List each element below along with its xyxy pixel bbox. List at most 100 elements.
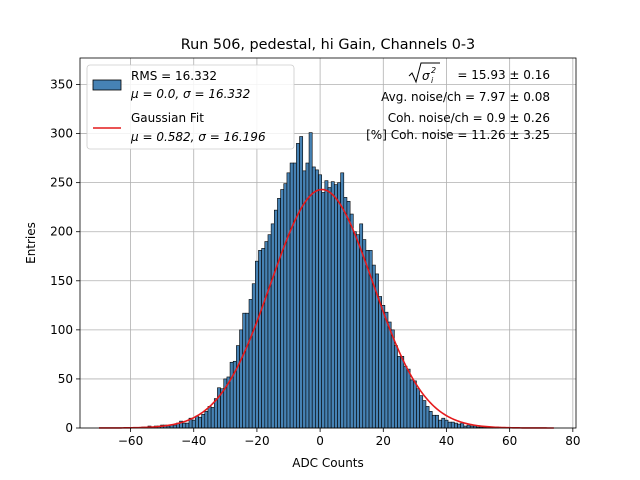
histogram-bar xyxy=(207,406,212,429)
histogram-bar xyxy=(428,411,433,429)
histogram-bar xyxy=(236,345,240,429)
histogram-bar xyxy=(289,162,294,429)
histogram-bar xyxy=(409,379,414,429)
svg-text:2: 2 xyxy=(431,66,436,75)
x-tick-label: 60 xyxy=(502,434,517,448)
histogram-bar xyxy=(239,329,244,429)
histogram-bar xyxy=(280,189,285,429)
histogram-bar xyxy=(283,183,288,429)
histogram-bar xyxy=(349,213,354,429)
y-axis-label: Entries xyxy=(24,222,38,264)
histogram-bar xyxy=(261,248,266,429)
x-tick-label: −20 xyxy=(244,434,269,448)
histogram-bar xyxy=(258,250,262,429)
histogram-bar xyxy=(286,172,291,429)
svg-text:i: i xyxy=(431,76,434,85)
histogram-bar xyxy=(198,416,202,429)
x-tick-label: −40 xyxy=(181,434,206,448)
histogram-bar xyxy=(441,417,446,429)
histogram-bar xyxy=(229,361,234,429)
histogram-bar xyxy=(466,424,471,429)
histogram-bar xyxy=(201,413,206,429)
histogram-bar xyxy=(435,414,439,429)
histogram-bar xyxy=(270,223,275,429)
histogram-bar xyxy=(412,380,417,429)
annotation-coh-noise-percent: [%] Coh. noise = 11.26 ± 3.25 xyxy=(366,128,550,142)
legend-histogram-label: RMS = 16.332 xyxy=(131,69,217,83)
histogram-bar xyxy=(406,368,411,429)
legend: RMS = 16.332 μ = 0.0, σ = 16.332 Gaussia… xyxy=(86,64,295,150)
legend-fit-stats: μ = 0.582, σ = 16.196 xyxy=(130,130,266,144)
histogram-bar xyxy=(438,419,443,429)
x-tick-label: −60 xyxy=(118,434,143,448)
histogram-bar xyxy=(204,411,209,429)
histogram-bar xyxy=(425,406,430,429)
histogram-bar xyxy=(248,299,253,429)
histogram-bar xyxy=(346,200,351,429)
legend-histogram-stats: μ = 0.0, σ = 16.332 xyxy=(130,87,250,101)
y-tick-label: 200 xyxy=(50,225,73,239)
histogram-bar xyxy=(267,234,272,429)
histogram-bar xyxy=(251,283,256,429)
histogram-bar xyxy=(292,162,297,429)
histogram-bar xyxy=(419,395,424,429)
histogram-bar xyxy=(315,169,319,429)
annotation-coh-noise: Coh. noise/ch = 0.9 ± 0.26 xyxy=(388,111,550,125)
histogram-bar xyxy=(296,143,300,429)
histogram-bar xyxy=(365,250,370,429)
histogram-bar xyxy=(255,260,259,429)
histogram-bar xyxy=(210,407,215,429)
histogram-bar xyxy=(352,231,357,429)
histogram-bar xyxy=(362,239,367,429)
histogram-bar xyxy=(299,136,304,429)
x-axis-label: ADC Counts xyxy=(292,456,364,470)
chart-title: Run 506, pedestal, hi Gain, Channels 0-3 xyxy=(181,37,475,53)
histogram-bar xyxy=(308,132,313,429)
histogram-bar xyxy=(450,421,455,429)
svg-text:σ: σ xyxy=(422,69,430,83)
histogram-bar xyxy=(327,187,332,429)
legend-fit-label: Gaussian Fit xyxy=(131,111,204,125)
histogram-bar xyxy=(311,166,316,429)
legend-box xyxy=(86,64,295,150)
histogram-bar xyxy=(400,356,405,429)
histogram-bar xyxy=(394,345,398,429)
legend-histogram-swatch xyxy=(92,79,122,91)
y-tick-label: 350 xyxy=(50,77,73,91)
histogram-bar xyxy=(457,423,461,429)
histogram-bar xyxy=(460,422,465,429)
histogram-bar xyxy=(390,329,395,429)
histogram-bars xyxy=(141,132,499,429)
histogram-bar xyxy=(378,296,383,429)
y-tick-label: 250 xyxy=(50,176,73,190)
histogram-bar xyxy=(444,419,449,429)
histogram-bar xyxy=(416,388,420,429)
histogram-bar xyxy=(242,312,247,429)
histogram-bar xyxy=(387,321,392,429)
x-axis-ticks: −60 −40 −20 0 20 40 60 80 xyxy=(118,428,580,448)
histogram-bar xyxy=(191,419,196,429)
histogram-bar xyxy=(264,241,269,429)
histogram-bar xyxy=(343,197,348,429)
histogram-bar xyxy=(337,182,341,429)
histogram-bar xyxy=(321,192,326,429)
histogram-bar xyxy=(318,174,322,429)
y-tick-label: 50 xyxy=(58,372,73,386)
x-tick-label: 20 xyxy=(376,434,391,448)
y-tick-label: 100 xyxy=(50,323,73,337)
histogram-bar xyxy=(305,162,310,429)
noise-annotations: σ 2 i = 15.93 ± 0.16 Avg. noise/ch = 7.9… xyxy=(366,62,550,142)
x-tick-label: 80 xyxy=(565,434,580,448)
histogram-bar xyxy=(403,365,408,429)
histogram-bar xyxy=(195,415,199,429)
x-tick-label: 40 xyxy=(439,434,454,448)
histogram-bar xyxy=(324,180,329,429)
sqrt-sigma-symbol: σ 2 i xyxy=(408,62,440,85)
histogram-bar xyxy=(273,209,278,429)
gaussian-fit-line xyxy=(98,188,554,429)
histogram-bar xyxy=(454,422,458,429)
histogram-bar xyxy=(384,311,389,429)
x-tick-label: 0 xyxy=(316,434,324,448)
plot-frame xyxy=(79,57,577,429)
